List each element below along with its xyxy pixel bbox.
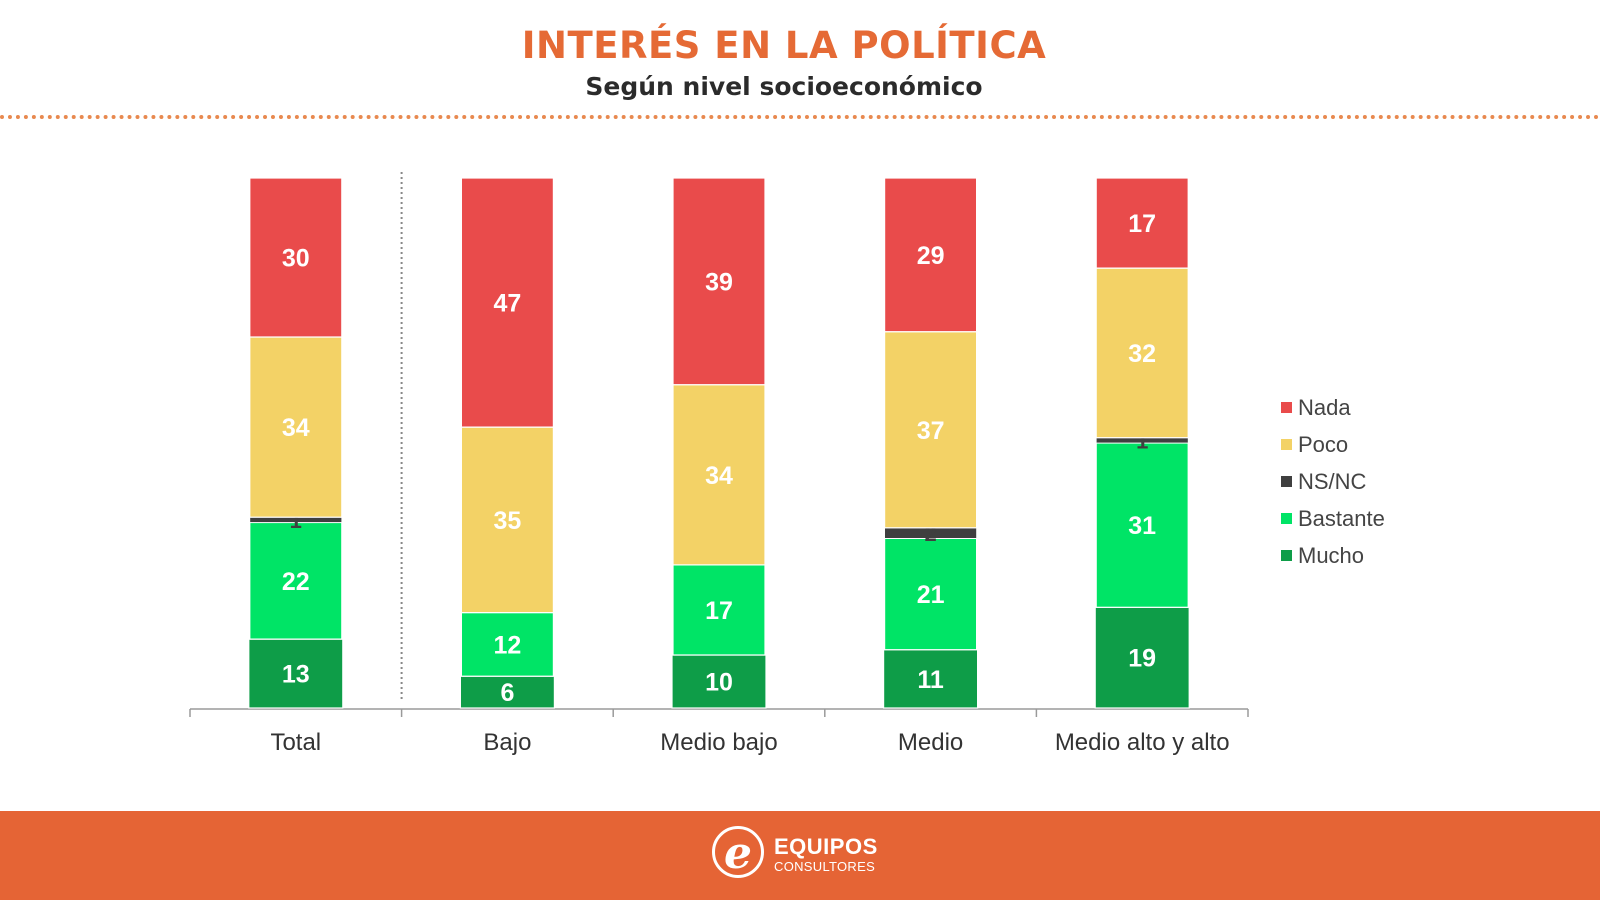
bar-segment-poco [883,331,978,529]
footer-banner [0,811,1600,900]
brand-name: EQUIPOS [774,834,878,859]
bar-segment-poco [249,336,343,518]
legend-label: Nada [1298,395,1351,420]
data-label: 19 [1128,645,1156,673]
bar-segment-mucho [671,654,767,709]
bar-segment-nada [883,177,978,333]
x-tick-label: Bajo [483,729,531,756]
legend-label: Poco [1298,432,1348,457]
logo-e-icon: e [712,826,764,879]
bar-segment-bastante [1095,442,1189,608]
bar-segment-nada [460,177,554,428]
data-label: 13 [282,661,310,689]
brand-subtitle: CONSULTORES [774,859,876,874]
x-tick-label: Medio [898,729,963,756]
x-tick-label: Total [270,729,321,756]
legend-swatch-bastante [1281,513,1292,524]
brand-logo: e EQUIPOS CONSULTORES [712,826,882,886]
bar-segment-bastante [460,611,554,677]
data-label: 11 [917,666,944,694]
bar-segment-nada [1095,177,1189,269]
bar-segment-poco [672,384,766,566]
data-label: 39 [705,268,733,296]
data-label: 32 [1128,340,1156,368]
title-divider [0,115,1600,119]
data-label: 34 [282,414,310,442]
chart-subtitle: Según nivel socioeconómico [585,72,983,101]
legend-swatch-nsnc [1281,476,1292,487]
legend-label: NS/NC [1298,469,1367,494]
data-label: 21 [917,581,945,609]
x-tick-label: Medio alto y alto [1055,729,1230,756]
data-label: 10 [705,669,733,697]
chart-title: INTERÉS EN LA POLÍTICA [521,24,1047,67]
bar-segment-bastante [672,564,766,656]
data-label: 47 [493,290,521,318]
bar-segment-mucho [459,675,555,709]
data-label: 6 [500,679,514,707]
x-tick-label: Medio bajo [660,729,777,756]
bar-segment-mucho [882,649,979,709]
bar-segment-nada [672,177,766,386]
data-label: 17 [1128,210,1156,238]
legend-swatch-poco [1281,439,1292,450]
legend-label: Bastante [1298,506,1385,531]
data-label: 35 [493,507,521,535]
data-label: 31 [1128,512,1156,540]
legend-swatch-mucho [1281,550,1292,561]
data-label: 12 [493,631,521,659]
legend-swatch-nada [1281,402,1292,413]
data-label: 30 [282,245,310,273]
bar-segment-poco [1095,267,1189,439]
data-label: 37 [917,417,945,445]
data-label: 22 [282,568,310,596]
legend-label: Mucho [1298,543,1364,568]
bar-segment-nada [249,177,343,338]
data-label: 29 [917,242,945,270]
bar-segment-bastante [883,537,978,651]
data-label: 34 [705,462,733,490]
data-label: 17 [705,597,733,625]
